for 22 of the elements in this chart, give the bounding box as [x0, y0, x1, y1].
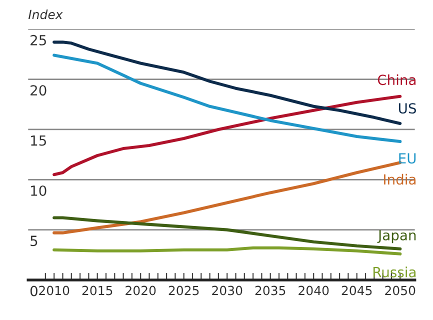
y-tick-label: 25 — [30, 34, 46, 46]
y-tick-label: 10 — [31, 185, 46, 196]
series-label: India — [384, 174, 416, 185]
x-tick-label: 2035 — [255, 286, 286, 296]
x-tick-label: 2030 — [212, 286, 242, 296]
y-axis-title: Index — [28, 9, 63, 20]
y-tick-label: 0 — [30, 286, 38, 296]
series-label: US — [399, 103, 416, 114]
y-tick-label: 15 — [31, 135, 46, 146]
x-tick-label: 2010 — [39, 286, 70, 296]
x-tick-label: 2020 — [126, 286, 156, 296]
x-tick-label: 2015 — [82, 286, 112, 296]
series-label: China — [378, 74, 416, 86]
y-tick-label: 20 — [30, 85, 46, 96]
series-label: Japan — [377, 230, 416, 244]
x-tick-label: 2050 — [385, 286, 416, 296]
x-tick-label: 2025 — [168, 286, 199, 296]
series-label: EU — [399, 153, 416, 164]
x-tick-label: 2040 — [298, 286, 329, 296]
series-label: Russia — [373, 266, 416, 278]
x-tick-label: 2045 — [342, 286, 372, 296]
y-tick-label: 5 — [30, 236, 38, 246]
